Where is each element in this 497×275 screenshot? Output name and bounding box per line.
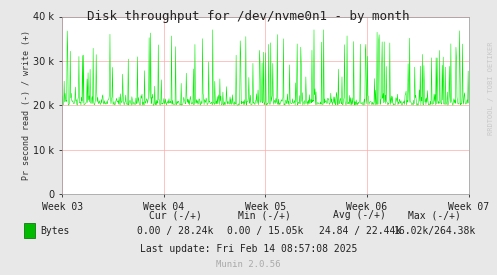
Text: RRDTOOL / TOBI OETIKER: RRDTOOL / TOBI OETIKER [488, 41, 494, 135]
Text: Avg (-/+): Avg (-/+) [333, 210, 386, 220]
Text: Max (-/+): Max (-/+) [409, 210, 461, 220]
Text: 16.02k/264.38k: 16.02k/264.38k [394, 226, 476, 236]
Text: 0.00 / 28.24k: 0.00 / 28.24k [137, 226, 213, 236]
Y-axis label: Pr second read (-) / write (+): Pr second read (-) / write (+) [21, 30, 31, 180]
Text: Munin 2.0.56: Munin 2.0.56 [216, 260, 281, 269]
Text: 24.84 / 22.44k: 24.84 / 22.44k [319, 226, 401, 236]
Text: 0.00 / 15.05k: 0.00 / 15.05k [227, 226, 303, 236]
Text: Min (-/+): Min (-/+) [239, 210, 291, 220]
Text: Disk throughput for /dev/nvme0n1 - by month: Disk throughput for /dev/nvme0n1 - by mo… [87, 10, 410, 23]
Text: Cur (-/+): Cur (-/+) [149, 210, 201, 220]
Text: Last update: Fri Feb 14 08:57:08 2025: Last update: Fri Feb 14 08:57:08 2025 [140, 244, 357, 254]
Text: Bytes: Bytes [40, 226, 69, 236]
